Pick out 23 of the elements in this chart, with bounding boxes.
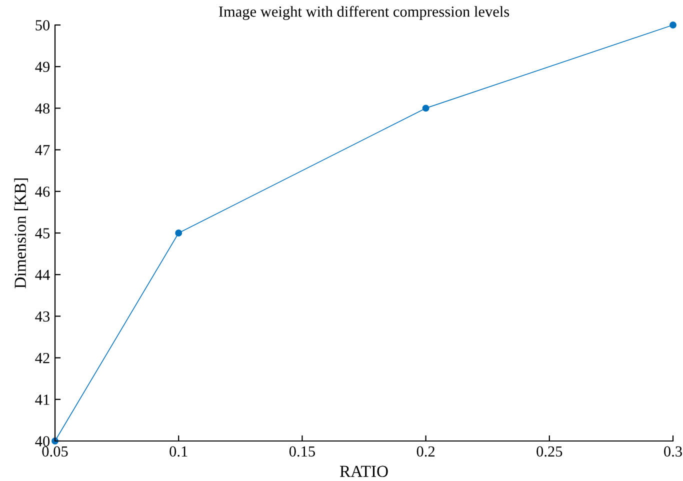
point [670,22,676,28]
y-tick-label: 40 [35,436,50,446]
y-tick-label: 44 [35,270,50,280]
x-tick-label: 0.2 [416,446,435,457]
y-tick-label: 49 [35,62,50,72]
x-tick-label: 0.25 [536,446,562,457]
y-tick-label: 47 [35,145,50,156]
y-tick-label: 43 [35,311,50,322]
point [422,104,430,112]
chart-title: Image weight with different compression levels [218,6,510,20]
point [175,230,182,236]
y-tick-label: 46 [35,186,50,197]
x-tick-label: 0.05 [42,446,68,457]
x-tick-label: 0.3 [664,446,682,457]
x-tick-label: 0.1 [170,446,188,457]
y-axis-title: Dimension [KB] [14,178,28,288]
x-axis-title: RATIO [340,466,388,477]
y-tick-label: 45 [35,228,50,238]
y-tick-label: 42 [35,352,50,364]
y-tick-label: 41 [35,394,50,405]
x-tick-label: 0.15 [289,446,315,457]
y-tick-label: 50 [36,20,50,30]
y-tick-label: 48 [35,103,50,114]
